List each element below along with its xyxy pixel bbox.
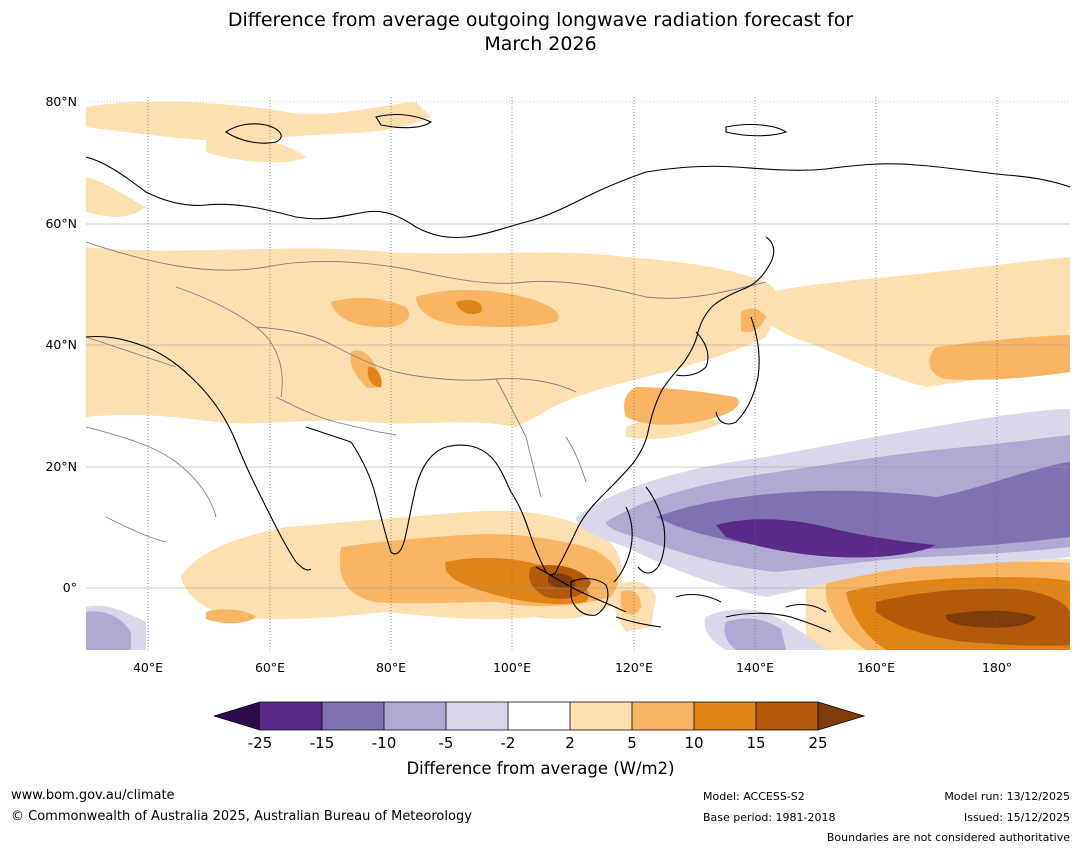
lon-label-180: 180° [981, 660, 1013, 675]
colorbar-tick: -15 [309, 734, 335, 752]
colorbar [214, 701, 866, 731]
colorbar-bin-neg10-neg5 [384, 702, 446, 730]
colorbar-bin-5-10 [632, 702, 694, 730]
colorbar-tick: 10 [684, 734, 704, 752]
colorbar-tick: -5 [438, 734, 454, 752]
colorbar-tick: 5 [627, 734, 637, 752]
footer-boundaries: Boundaries are not considered authoritat… [826, 831, 1070, 844]
colorbar-extend-max [818, 702, 864, 730]
colorbar-bin-neg25-neg15 [260, 702, 322, 730]
lon-label-40e: 40°E [132, 660, 164, 675]
anomaly-layer-neg25-neg15 [716, 519, 936, 558]
colorbar-bin-2-5 [570, 702, 632, 730]
lat-label-eq: 0° [62, 580, 77, 595]
footer-base-period: Base period: 1981-2018 [703, 811, 836, 824]
lon-label-80e: 80°E [375, 660, 407, 675]
footer-model: Model: ACCESS-S2 [703, 790, 805, 803]
lat-label-40n: 40°N [45, 337, 77, 352]
colorbar-outline [214, 701, 866, 731]
colorbar-tick: -25 [247, 734, 273, 752]
colorbar-extend-min [214, 702, 260, 730]
lon-label-140e: 140°E [735, 660, 774, 675]
title-line-2: March 2026 [484, 33, 597, 55]
map-panel [86, 97, 1070, 650]
lon-label-100e: 100°E [492, 660, 531, 675]
lon-label-60e: 60°E [254, 660, 286, 675]
colorbar-bin-neg2-2 [508, 702, 570, 730]
colorbar-tick: -2 [500, 734, 516, 752]
lat-label-20n: 20°N [45, 459, 77, 474]
colorbar-tick: 15 [746, 734, 766, 752]
footer-issued: Issued: 15/12/2025 [963, 811, 1070, 824]
lat-label-60n: 60°N [45, 216, 77, 231]
colorbar-bin-neg5-neg2 [446, 702, 508, 730]
colorbar-tick: 25 [808, 734, 828, 752]
colorbar-bin-neg15-neg10 [322, 702, 384, 730]
colorbar-tick: -10 [371, 734, 397, 752]
lon-label-160e: 160°E [856, 660, 895, 675]
footer-model-run: Model run: 13/12/2025 [944, 790, 1070, 803]
lon-label-120e: 120°E [614, 660, 653, 675]
coastlines [86, 113, 1070, 633]
chart-title: Difference from average outgoing longwav… [0, 8, 1081, 56]
colorbar-bin-15-25 [756, 702, 818, 730]
anomaly-map [86, 97, 1070, 650]
longitude-gridlines [147, 97, 998, 650]
lat-label-80n: 80°N [45, 94, 77, 109]
colorbar-tick: 2 [565, 734, 575, 752]
latitude-gridlines [86, 101, 1070, 589]
colorbar-title: Difference from average (W/m2) [406, 759, 675, 778]
colorbar-bin-10-15 [694, 702, 756, 730]
footer-url[interactable]: www.bom.gov.au/climate [11, 788, 175, 803]
footer-copyright: © Commonwealth of Australia 2025, Austra… [11, 809, 472, 824]
country-borders [86, 241, 767, 543]
title-line-1: Difference from average outgoing longwav… [227, 9, 854, 31]
